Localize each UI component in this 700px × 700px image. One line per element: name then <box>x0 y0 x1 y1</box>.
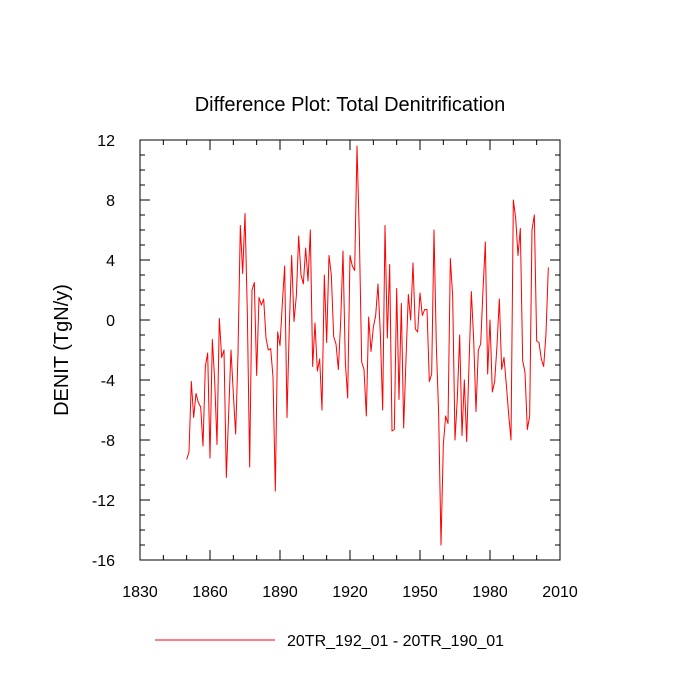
series-line <box>186 145 549 546</box>
x-tick-label: 1950 <box>402 584 438 601</box>
chart-title: Difference Plot: Total Denitrification <box>195 94 506 116</box>
y-tick-label: -16 <box>92 553 115 570</box>
y-tick-label: -8 <box>101 433 115 450</box>
ticks: 1830 1860 1890 1920 1950 1980 2010 -16 -12 -8 -4 0 4… <box>92 133 578 601</box>
y-tick-label: -4 <box>101 373 115 390</box>
legend: 20TR_192_01 - 20TR_190_01 <box>155 633 504 650</box>
y-tick-label: -12 <box>92 493 115 510</box>
x-tick-label: 1890 <box>262 584 298 601</box>
y-tick-label: 4 <box>106 253 115 270</box>
y-axis-label: DENIT (TgN/y) <box>51 284 73 416</box>
y-tick-label: 0 <box>106 313 115 330</box>
x-tick-label: 2010 <box>542 584 578 601</box>
y-tick-label: 8 <box>106 193 115 210</box>
x-tick-label: 1980 <box>472 584 508 601</box>
x-tick-label: 1920 <box>332 584 368 601</box>
x-tick-label: 1830 <box>122 584 158 601</box>
y-tick-label: 12 <box>97 133 115 150</box>
plot-area <box>186 145 549 546</box>
x-tick-label: 1860 <box>192 584 228 601</box>
legend-label: 20TR_192_01 - 20TR_190_01 <box>287 633 504 650</box>
